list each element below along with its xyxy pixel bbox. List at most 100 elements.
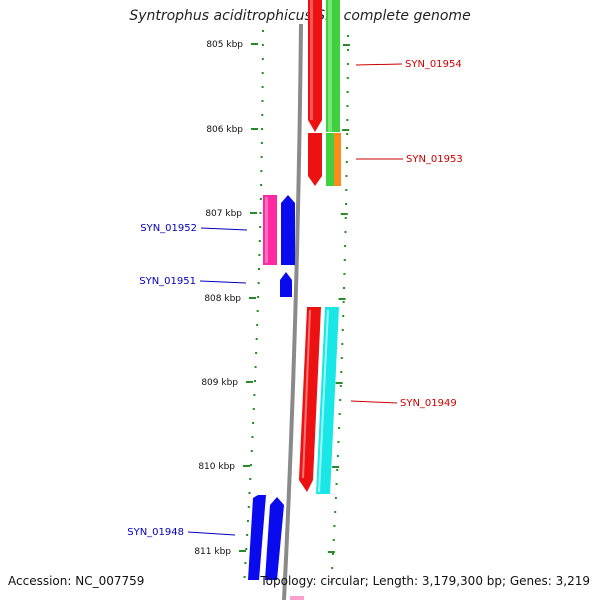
kbp-tick: 807 kbp: [205, 209, 257, 219]
gene-label[interactable]: SYN_01949: [400, 398, 457, 409]
ring-dot: [346, 119, 349, 121]
gene-feature-orange[interactable]: [334, 133, 341, 186]
ring-dot: [250, 450, 253, 452]
inner-ring-dots: [243, 30, 264, 578]
kbp-tick: 810 kbp: [198, 462, 250, 472]
gene-label[interactable]: SYN_01954: [405, 59, 462, 70]
ring-dot: [259, 212, 262, 214]
ring-dot: [346, 133, 349, 135]
gene-feature-green[interactable]: [326, 133, 334, 186]
ring-dot: [344, 231, 347, 233]
kbp-tick-label: 805 kbp: [206, 40, 243, 50]
kbp-tick-label: 807 kbp: [205, 209, 242, 219]
ring-dot: [341, 329, 344, 331]
gene-feature-blue[interactable]: [248, 495, 266, 580]
ring-dot: [256, 310, 259, 312]
ring-dot: [331, 567, 334, 569]
ring-dot: [258, 268, 261, 270]
ring-dot: [343, 287, 346, 289]
ring-dot: [330, 581, 333, 583]
kbp-tick: 808 kbp: [204, 294, 256, 304]
ring-dot: [261, 114, 264, 116]
ring-dot: [255, 338, 258, 340]
gene-feature-blue[interactable]: [281, 195, 295, 265]
ring-dot: [252, 422, 255, 424]
gene-label[interactable]: SYN_01948: [127, 527, 184, 538]
ring-dot: [248, 492, 251, 494]
ring-dot: [331, 553, 334, 555]
ring-dot: [261, 44, 264, 46]
ring-dot: [249, 478, 252, 480]
gene-labels: SYN_01954 SYN_01953 SYN_01952 SYN_01951 …: [127, 59, 463, 538]
ring-dot: [340, 357, 343, 359]
ring-dot: [339, 385, 342, 387]
ring-dot: [260, 156, 263, 158]
ring-dot: [261, 86, 264, 88]
ring-dot: [259, 226, 262, 228]
ring-dot: [336, 469, 339, 471]
ring-dot: [338, 427, 341, 429]
ring-dot: [346, 77, 349, 79]
ring-dot: [261, 58, 264, 60]
kbp-ticks: 805 kbp 806 kbp 807 kbp 808 kbp 809 kbp …: [194, 40, 258, 557]
ring-dash: [338, 298, 346, 300]
kbp-tick: 809 kbp: [201, 378, 253, 388]
ring-dot: [246, 534, 249, 536]
ring-dot: [337, 441, 340, 443]
ring-dot: [258, 254, 261, 256]
ring-dot: [261, 30, 264, 32]
gene-feature-blue[interactable]: [280, 272, 292, 297]
ring-dot: [261, 128, 264, 130]
ring-dot: [257, 296, 260, 298]
ring-dot: [345, 203, 348, 205]
kbp-tick-label: 808 kbp: [204, 294, 241, 304]
ring-dot: [336, 455, 339, 457]
genome-backbone: [282, 23, 303, 600]
ring-dot: [253, 380, 256, 382]
ring-dot: [253, 394, 256, 396]
ring-dot: [346, 91, 349, 93]
ring-dot: [261, 100, 264, 102]
ring-dot: [256, 324, 259, 326]
kbp-tick: 811 kbp: [194, 547, 246, 557]
ring-dot: [345, 161, 348, 163]
ring-dot: [346, 63, 349, 65]
reverse-features: [248, 195, 304, 600]
forward-features: [299, 0, 341, 494]
ring-dash: [340, 213, 348, 215]
ring-dot: [258, 240, 261, 242]
ring-dot: [254, 366, 257, 368]
ring-dot: [339, 399, 342, 401]
ring-dot: [250, 464, 253, 466]
kbp-tick-label: 806 kbp: [206, 125, 243, 135]
ring-dot: [255, 352, 258, 354]
ring-dot: [251, 436, 254, 438]
ring-dot: [341, 343, 344, 345]
ring-dot: [334, 511, 337, 513]
ring-dot: [345, 147, 348, 149]
ring-dot: [257, 282, 260, 284]
outer-ring-dots: [327, 35, 350, 583]
ring-dot: [260, 170, 263, 172]
ring-dot: [340, 371, 343, 373]
ring-dash: [342, 44, 350, 46]
gene-label[interactable]: SYN_01951: [139, 276, 196, 287]
gene-feature-blue[interactable]: [265, 497, 284, 580]
gene-feature-red[interactable]: [308, 133, 322, 186]
ring-dot: [342, 315, 345, 317]
ring-dot: [245, 548, 248, 550]
kbp-tick-label: 809 kbp: [201, 378, 238, 388]
ring-dot: [332, 539, 335, 541]
gene-label[interactable]: SYN_01953: [406, 154, 463, 165]
ring-dot: [334, 497, 337, 499]
kbp-tick: 805 kbp: [206, 40, 258, 50]
gene-label[interactable]: SYN_01952: [140, 223, 197, 234]
topology-label: Topology: circular; Length: 3,179,300 bp…: [260, 574, 590, 588]
accession-label: Accession: NC_007759: [8, 574, 145, 588]
ring-dot: [260, 184, 263, 186]
ring-dot: [343, 259, 346, 261]
ring-dot: [343, 273, 346, 275]
ring-dot: [346, 35, 349, 37]
ring-dot: [346, 105, 349, 107]
